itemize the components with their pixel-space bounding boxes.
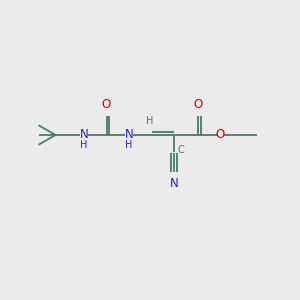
Text: H: H [146, 116, 153, 126]
Text: O: O [194, 98, 202, 111]
Text: O: O [102, 98, 111, 111]
Text: N: N [124, 128, 134, 142]
Text: C: C [178, 145, 184, 155]
Text: H: H [80, 140, 88, 150]
Text: O: O [216, 128, 225, 142]
Text: N: N [80, 128, 88, 142]
Text: H: H [125, 140, 133, 150]
Text: N: N [169, 177, 178, 190]
